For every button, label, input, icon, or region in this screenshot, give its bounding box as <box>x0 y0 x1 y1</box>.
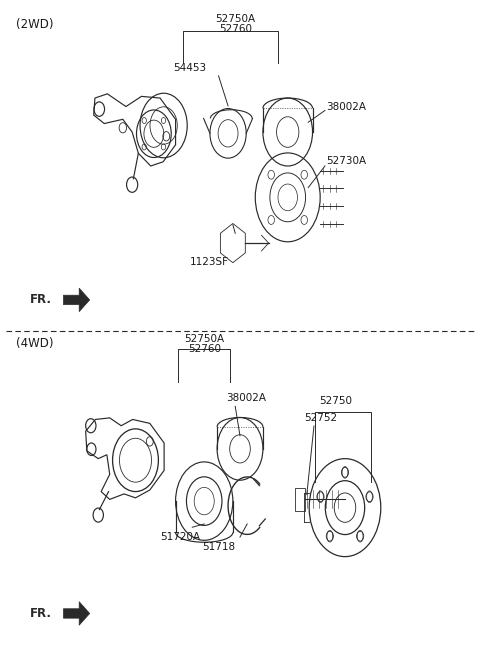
Polygon shape <box>63 602 90 625</box>
Text: 52760: 52760 <box>219 24 252 34</box>
Text: 52750A: 52750A <box>184 335 224 344</box>
Text: 52730A: 52730A <box>326 155 366 166</box>
Text: 1123SF: 1123SF <box>190 256 228 267</box>
Text: 38002A: 38002A <box>326 102 366 112</box>
Text: FR.: FR. <box>30 607 52 620</box>
Text: (4WD): (4WD) <box>16 337 53 350</box>
Text: (2WD): (2WD) <box>16 18 53 31</box>
Text: 54453: 54453 <box>173 63 206 73</box>
Text: 51720A: 51720A <box>160 532 201 542</box>
Bar <box>295 487 305 510</box>
Text: 52752: 52752 <box>304 413 337 422</box>
Text: 52750A: 52750A <box>215 14 255 24</box>
Text: FR.: FR. <box>30 293 52 306</box>
Text: 51718: 51718 <box>202 543 235 552</box>
Text: 52760: 52760 <box>188 344 221 354</box>
Polygon shape <box>63 288 90 312</box>
Text: 38002A: 38002A <box>226 393 266 403</box>
Text: 52750: 52750 <box>319 396 352 406</box>
